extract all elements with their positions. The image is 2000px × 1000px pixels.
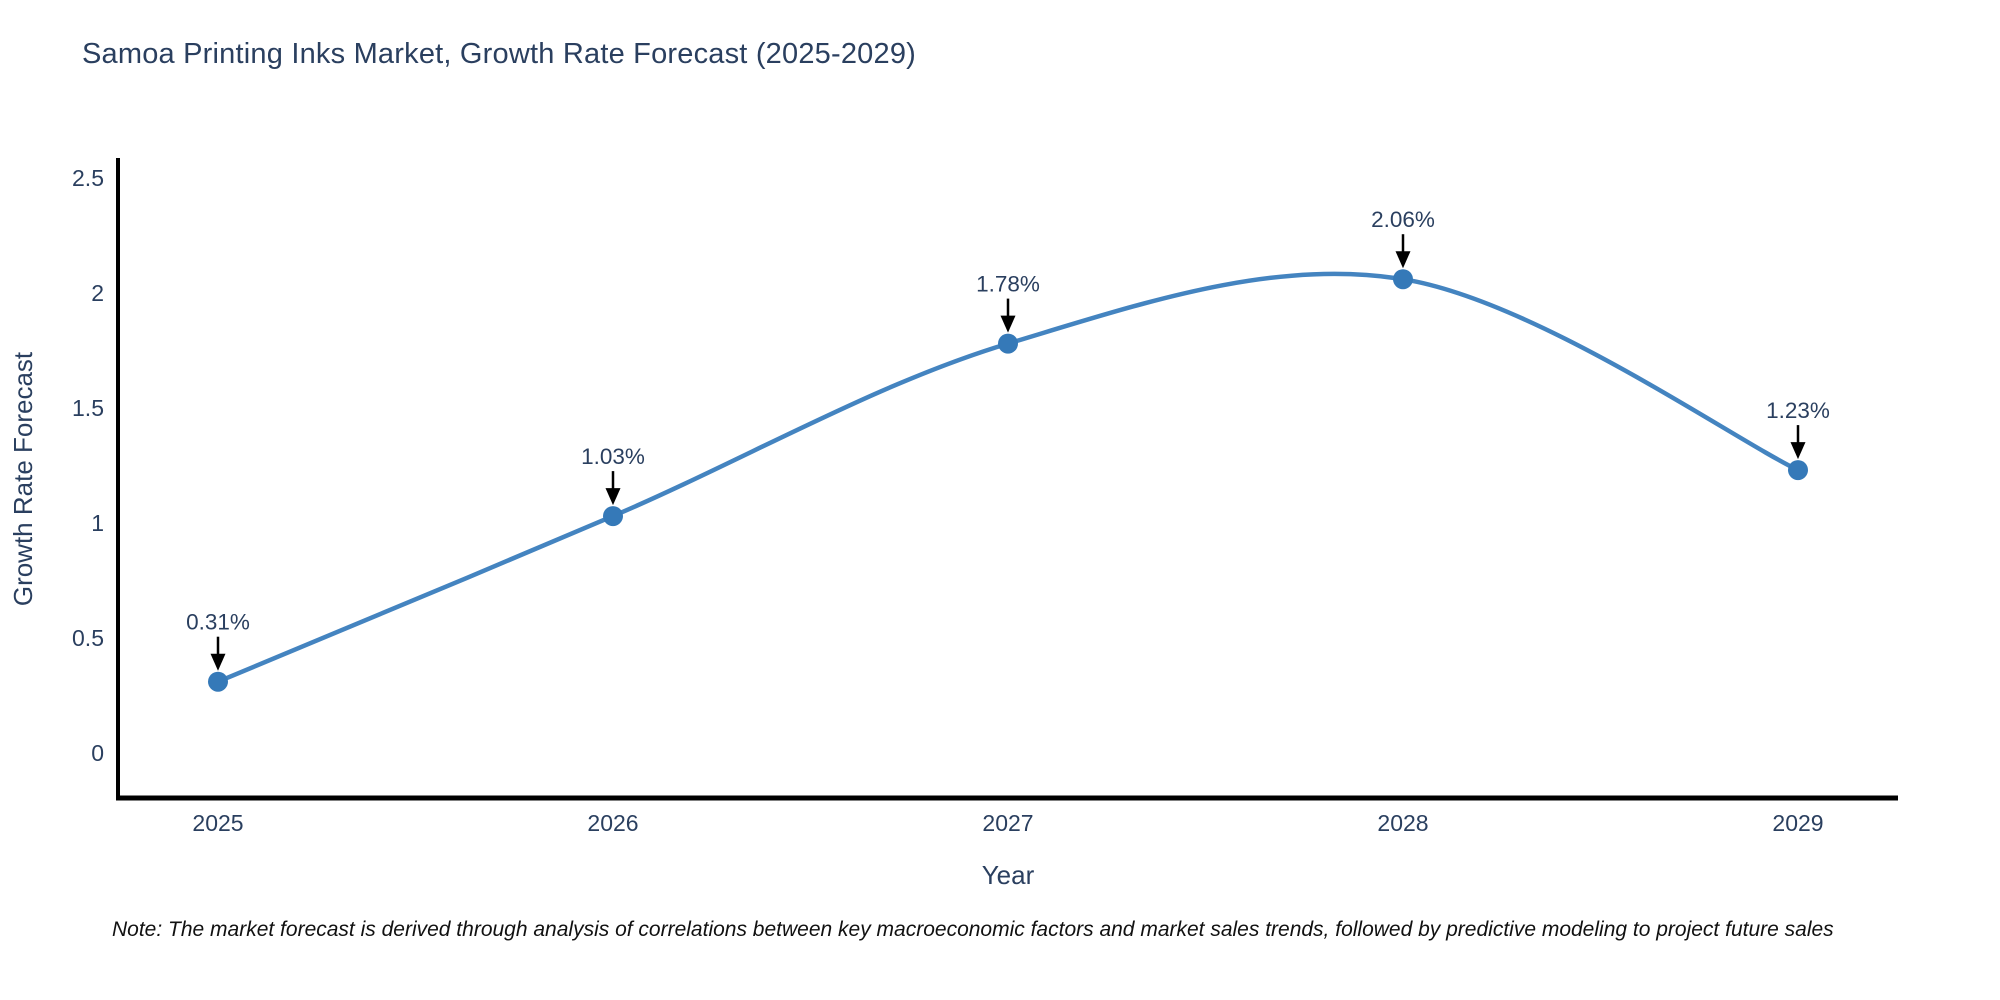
annotation-arrowhead-icon bbox=[605, 488, 621, 506]
annotation-arrowhead-icon bbox=[1790, 442, 1806, 460]
data-point-marker[interactable] bbox=[1393, 269, 1413, 290]
y-tick-label: 2.5 bbox=[72, 165, 104, 191]
x-tick-label: 2025 bbox=[192, 810, 243, 836]
data-point-marker[interactable] bbox=[998, 333, 1018, 354]
data-point-marker[interactable] bbox=[208, 671, 228, 692]
x-axis-title: Year bbox=[982, 860, 1035, 890]
data-point-label: 1.23% bbox=[1766, 398, 1830, 423]
x-tick-label: 2026 bbox=[587, 810, 638, 836]
data-point-label: 0.31% bbox=[186, 610, 250, 635]
y-axis-title: Growth Rate Forecast bbox=[8, 351, 38, 606]
chart-title: Samoa Printing Inks Market, Growth Rate … bbox=[82, 38, 917, 70]
x-tick-label: 2028 bbox=[1377, 810, 1428, 836]
annotation-arrowhead-icon bbox=[1395, 251, 1411, 269]
y-tick-label: 2 bbox=[91, 280, 104, 306]
data-point-label: 2.06% bbox=[1371, 207, 1435, 232]
footnote: Note: The market forecast is derived thr… bbox=[112, 918, 1834, 941]
y-tick-label: 0.5 bbox=[72, 625, 104, 651]
data-point-marker[interactable] bbox=[1788, 460, 1808, 481]
x-tick-label: 2027 bbox=[982, 810, 1033, 836]
x-tick-label: 2029 bbox=[1772, 810, 1823, 836]
annotation-arrowhead-icon bbox=[210, 653, 226, 671]
y-tick-label: 1.5 bbox=[72, 395, 104, 421]
annotation-arrowhead-icon bbox=[1000, 315, 1016, 333]
data-point-marker[interactable] bbox=[603, 506, 623, 527]
data-point-label: 1.78% bbox=[976, 272, 1040, 297]
y-tick-label: 1 bbox=[91, 510, 104, 536]
y-tick-label: 0 bbox=[91, 740, 104, 766]
data-point-label: 1.03% bbox=[581, 444, 645, 469]
